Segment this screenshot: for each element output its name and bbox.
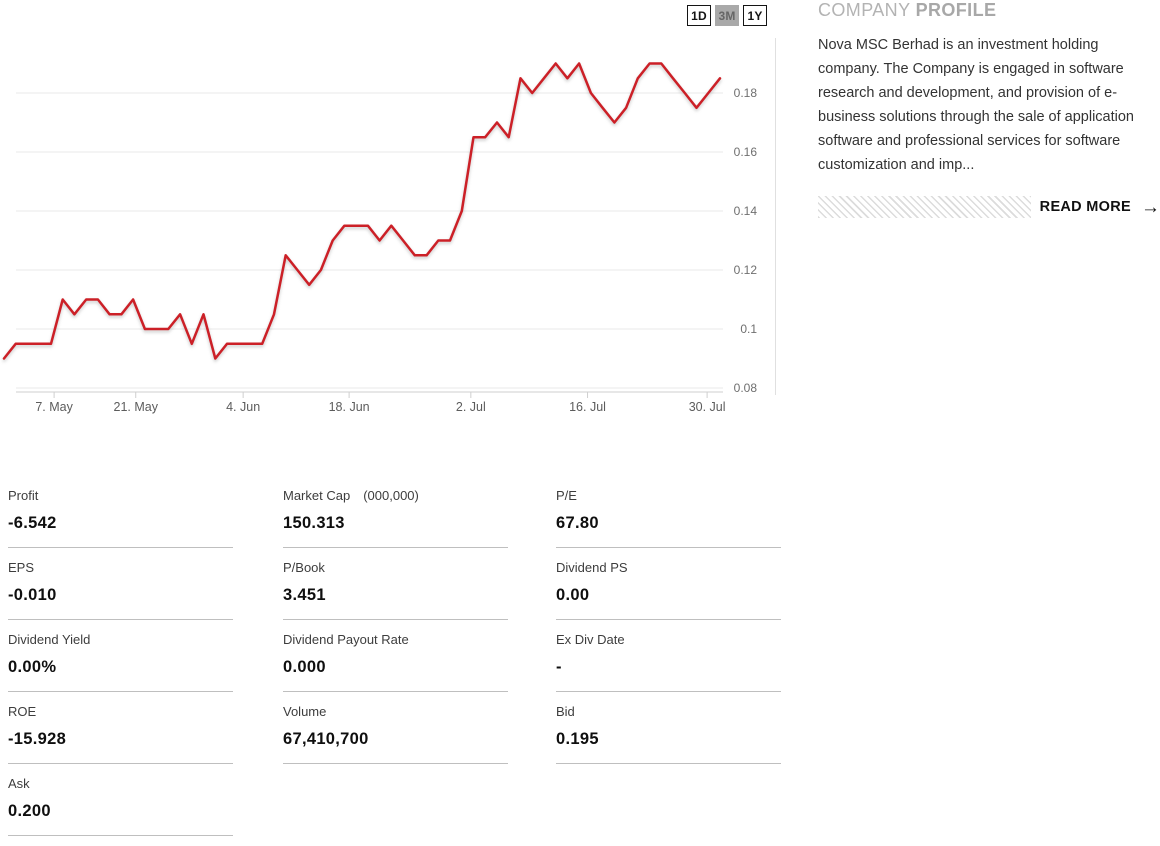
x-tick-label: 2. Jul bbox=[455, 400, 486, 414]
company-profile-title-bold: PROFILE bbox=[915, 0, 997, 20]
company-profile-section: COMPANY PROFILE Nova MSC Berhad is an in… bbox=[818, 0, 1160, 177]
stat-label: Dividend Yield bbox=[8, 632, 91, 647]
y-tick-label: 0.14 bbox=[733, 204, 757, 218]
stat-cell-market-cap: Market Cap (000,000) 150.313 bbox=[283, 486, 508, 548]
price-chart-panel: 1D 3M 1Y 0.08 0.1 0.12 0.14 0.16 0.18 7. May 21.… bbox=[0, 0, 780, 420]
stat-value: 0.195 bbox=[556, 730, 599, 748]
y-tick-label: 0.1 bbox=[740, 322, 757, 336]
x-tick-label: 7. May bbox=[35, 400, 73, 414]
company-profile-title-light: COMPANY bbox=[818, 0, 911, 20]
read-more-label: READ MORE bbox=[1039, 199, 1131, 215]
y-tick-label: 0.12 bbox=[733, 263, 757, 277]
stat-cell-bid: Bid 0.195 bbox=[556, 702, 781, 764]
stat-value: 67.80 bbox=[556, 514, 599, 532]
read-more-row: READ MORE → bbox=[818, 195, 1160, 219]
range-switcher: 1D 3M 1Y bbox=[687, 5, 767, 26]
price-chart[interactable] bbox=[0, 0, 780, 420]
stat-column-3: P/E 67.80 Dividend PS 0.00 Ex Div Date - Bid 0.… bbox=[556, 486, 781, 774]
x-tick-label: 21. May bbox=[113, 400, 158, 414]
x-tick-label: 16. Jul bbox=[569, 400, 606, 414]
stat-column-1: Profit -6.542 EPS -0.010 Dividend Yield 0.00%… bbox=[8, 486, 233, 846]
stat-label: Profit bbox=[8, 488, 39, 503]
stat-cell-profit: Profit -6.542 bbox=[8, 486, 233, 548]
vertical-divider bbox=[775, 38, 776, 395]
stat-label: Market Cap (000,000) bbox=[283, 488, 419, 503]
range-button-1y[interactable]: 1Y bbox=[743, 5, 767, 26]
price-line bbox=[2, 62, 722, 360]
stat-value: 0.000 bbox=[283, 658, 326, 676]
stat-cell-eps: EPS -0.010 bbox=[8, 558, 233, 620]
company-profile-title: COMPANY PROFILE bbox=[818, 0, 1160, 21]
stat-cell-dividend-yield: Dividend Yield 0.00% bbox=[8, 630, 233, 692]
stat-cell-dividend-payout-rate: Dividend Payout Rate 0.000 bbox=[283, 630, 508, 692]
stat-cell-ex-div-date: Ex Div Date - bbox=[556, 630, 781, 692]
stat-cell-dividend-ps: Dividend PS 0.00 bbox=[556, 558, 781, 620]
stat-value: 150.313 bbox=[283, 514, 345, 532]
y-tick-label: 0.08 bbox=[733, 381, 757, 395]
company-profile-text: Nova MSC Berhad is an investment holding… bbox=[818, 37, 1134, 173]
stat-label: EPS bbox=[8, 560, 35, 575]
x-tick-label: 4. Jun bbox=[226, 400, 261, 414]
stat-value: 0.00 bbox=[556, 586, 590, 604]
stat-value: -15.928 bbox=[8, 730, 67, 748]
stat-label: Dividend PS bbox=[556, 560, 628, 575]
stat-cell-ask: Ask 0.200 bbox=[8, 774, 233, 836]
stat-label: Ex Div Date bbox=[556, 632, 625, 647]
stat-label: Ask bbox=[8, 776, 30, 791]
stat-label: P/Book bbox=[283, 560, 325, 575]
read-more-link[interactable]: READ MORE → bbox=[1040, 198, 1160, 217]
stat-cell-volume: Volume 67,410,700 bbox=[283, 702, 508, 764]
arrow-right-icon: → bbox=[1141, 196, 1160, 218]
stat-cell-p-e: P/E 67.80 bbox=[556, 486, 781, 548]
stat-unit: (000,000) bbox=[363, 488, 419, 503]
stat-value: 0.00% bbox=[8, 658, 57, 676]
range-button-3m[interactable]: 3M bbox=[715, 5, 739, 26]
stat-label: ROE bbox=[8, 704, 37, 719]
stat-value: 0.200 bbox=[8, 802, 51, 820]
x-tick-label: 18. Jun bbox=[328, 400, 370, 414]
stat-column-2: Market Cap (000,000) 150.313 P/Book 3.451 Div… bbox=[283, 486, 508, 774]
stat-label: Volume bbox=[283, 704, 327, 719]
stat-value: -0.010 bbox=[8, 586, 57, 604]
x-tick-label: 30. Jul bbox=[688, 400, 726, 414]
stat-cell-roe: ROE -15.928 bbox=[8, 702, 233, 764]
hatch-pattern bbox=[818, 196, 1031, 218]
stat-value: 3.451 bbox=[283, 586, 326, 604]
stat-value: 67,410,700 bbox=[283, 730, 369, 748]
stat-value: - bbox=[556, 658, 562, 676]
stat-cell-p-book: P/Book 3.451 bbox=[283, 558, 508, 620]
stat-label: Bid bbox=[556, 704, 575, 719]
range-button-1d[interactable]: 1D bbox=[687, 5, 711, 26]
y-tick-label: 0.18 bbox=[733, 86, 757, 100]
stat-label: Dividend Payout Rate bbox=[283, 632, 409, 647]
stat-label: P/E bbox=[556, 488, 577, 503]
stat-value: -6.542 bbox=[8, 514, 57, 532]
y-tick-label: 0.16 bbox=[733, 145, 757, 159]
